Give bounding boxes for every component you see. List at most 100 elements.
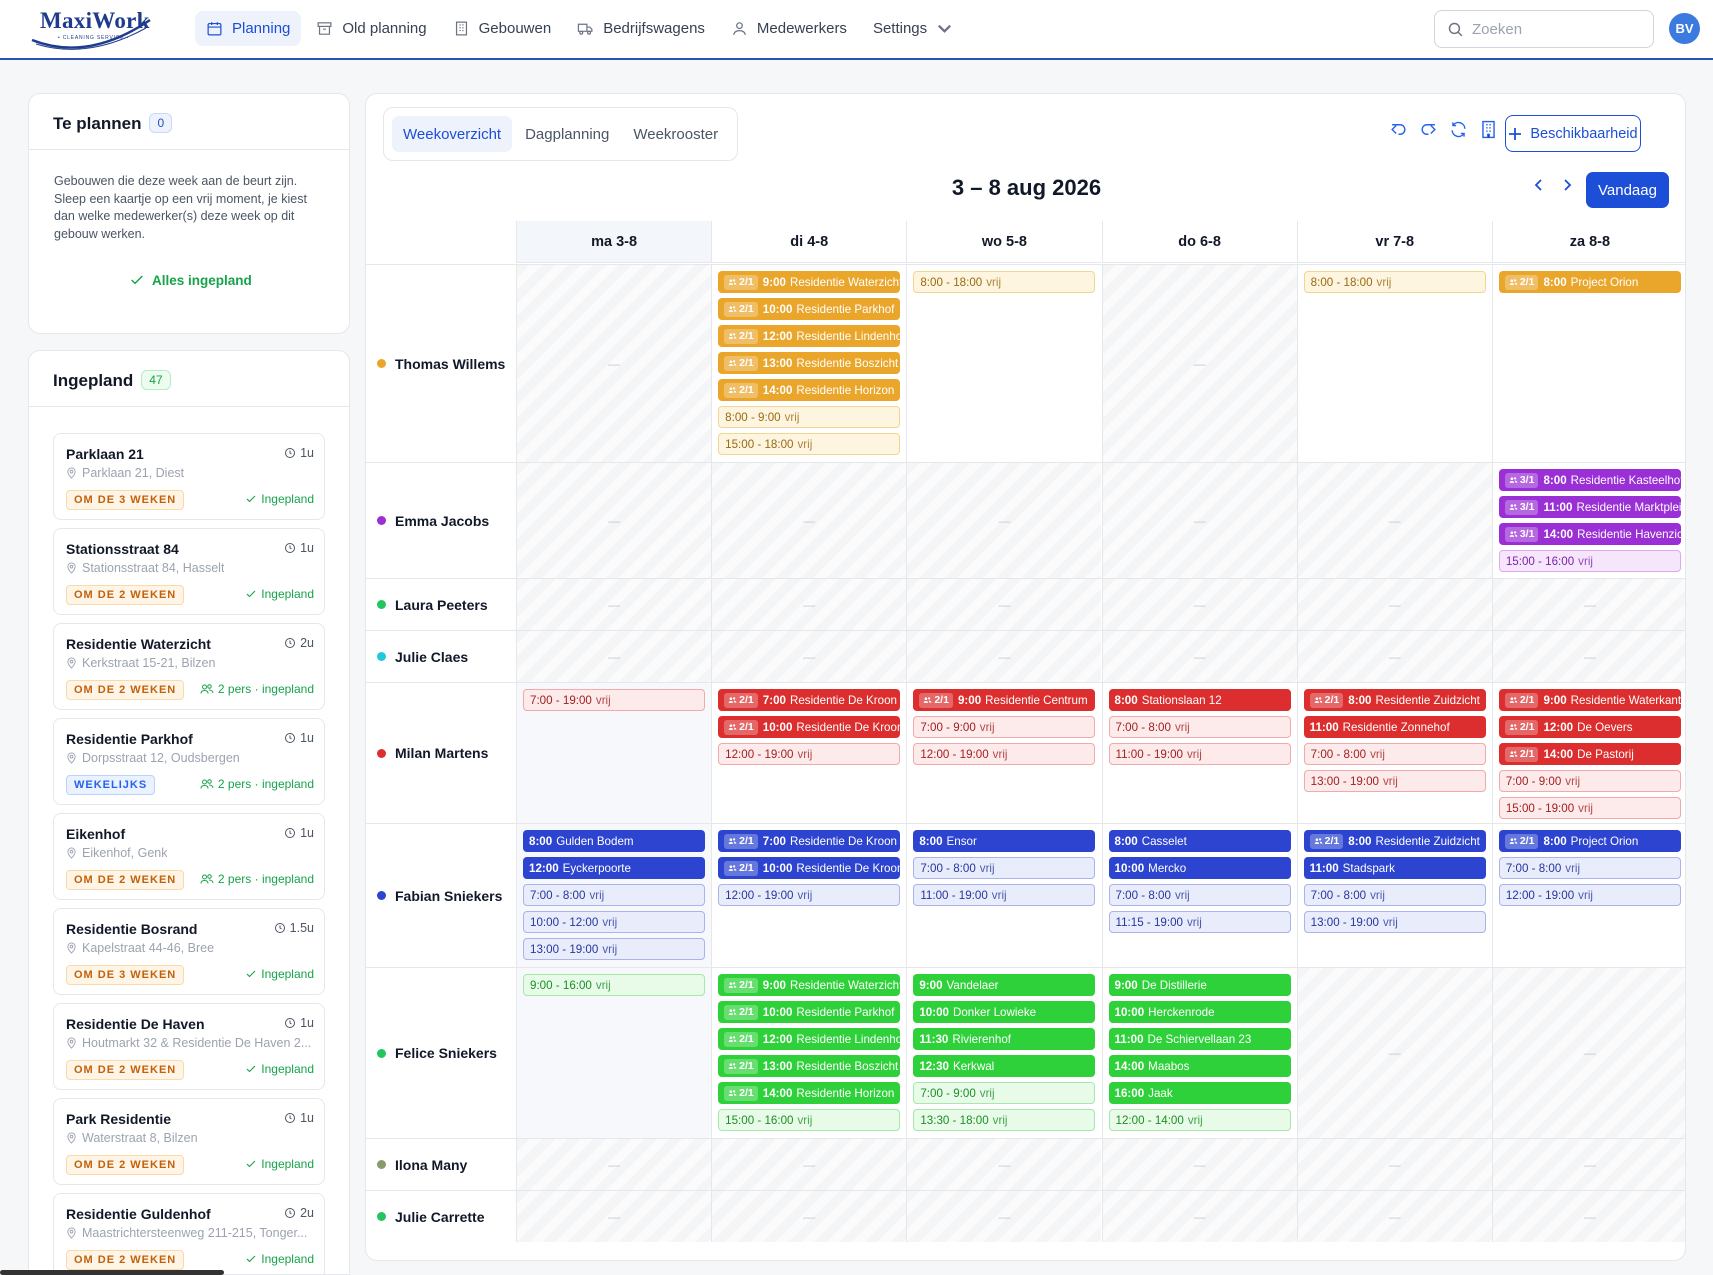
schedule-cell[interactable]: —: [1491, 631, 1685, 682]
schedule-cell[interactable]: —: [1296, 463, 1492, 578]
building-card[interactable]: Residentie Waterzicht 2u Kerkstraat 15-21,…: [53, 623, 325, 710]
free-slot[interactable]: 12:00 - 19:00 vrij: [1498, 884, 1681, 906]
assignment-block[interactable]: 2/1 14:00 Residentie Horizon: [718, 1082, 901, 1104]
free-slot[interactable]: 7:00 - 9:00 vrij: [913, 1082, 1096, 1104]
free-slot[interactable]: 13:00 - 19:00 vrij: [1303, 911, 1486, 933]
schedule-cell[interactable]: —: [1296, 968, 1492, 1138]
free-slot[interactable]: 9:00 - 16:00 vrij: [523, 974, 706, 996]
schedule-cell[interactable]: —: [1491, 1191, 1685, 1242]
assignment-block[interactable]: 2/1 7:00 Residentie De Kroon: [718, 689, 901, 711]
free-slot[interactable]: 7:00 - 8:00 vrij: [1498, 857, 1681, 879]
assignment-block[interactable]: 3/1 11:00 Residentie Marktplein: [1498, 496, 1681, 518]
assignment-block[interactable]: 10:00 Donker Lowieke: [913, 1001, 1096, 1023]
schedule-cell[interactable]: —: [711, 1191, 907, 1242]
horizontal-scrollbar[interactable]: [0, 1270, 224, 1275]
schedule-cell[interactable]: —: [516, 579, 712, 630]
schedule-cell[interactable]: —: [711, 631, 907, 682]
assignment-block[interactable]: 2/1 14:00 De Pastorij: [1498, 743, 1681, 765]
schedule-cell[interactable]: —: [711, 579, 907, 630]
schedule-cell[interactable]: 7:00 - 19:00 vrij: [516, 683, 712, 823]
schedule-cell[interactable]: —: [1296, 1139, 1492, 1190]
free-slot[interactable]: 10:00 - 12:00 vrij: [523, 911, 706, 933]
assignment-block[interactable]: 2/1 8:00 Residentie Zuidzicht: [1303, 689, 1486, 711]
assignment-block[interactable]: 11:00 Residentie Zonnehof: [1303, 716, 1486, 738]
schedule-cell[interactable]: 8:00 - 18:00 vrij: [1296, 265, 1492, 462]
user-avatar[interactable]: BV: [1669, 13, 1700, 44]
schedule-cell[interactable]: —: [516, 463, 712, 578]
schedule-cell[interactable]: 2/1 8:00 Residentie Zuidzicht 11:00 Resident…: [1296, 683, 1492, 823]
assignment-block[interactable]: 2/1 10:00 Residentie Parkhof: [718, 1001, 901, 1023]
schedule-cell[interactable]: 2/1 8:00 Residentie Zuidzicht 11:00 Stadspar…: [1296, 824, 1492, 967]
nav-item-medewerkers[interactable]: Medewerkers: [720, 11, 858, 46]
assignment-block[interactable]: 2/1 12:00 Residentie Lindenhof: [718, 1028, 901, 1050]
schedule-cell[interactable]: —: [516, 631, 712, 682]
refresh-button[interactable]: [1447, 118, 1469, 140]
schedule-cell[interactable]: —: [906, 463, 1102, 578]
schedule-cell[interactable]: —: [516, 265, 712, 462]
schedule-cell[interactable]: 8:00 - 18:00 vrij: [906, 265, 1101, 462]
search-box[interactable]: [1434, 10, 1654, 48]
building-card[interactable]: Residentie Parkhof 1u Dorpsstraat 12, Ouds…: [53, 718, 325, 805]
schedule-cell[interactable]: 9:00 Vandelaer 10:00 Donker Lowieke 11:30 Riv…: [906, 968, 1101, 1138]
assignment-block[interactable]: 16:00 Jaak: [1108, 1082, 1291, 1104]
free-slot[interactable]: 12:00 - 19:00 vrij: [718, 743, 901, 765]
assignment-block[interactable]: 2/1 12:00 De Oevers: [1498, 716, 1681, 738]
assignment-block[interactable]: 2/1 7:00 Residentie De Kroon: [718, 830, 901, 852]
schedule-cell[interactable]: —: [1491, 1139, 1685, 1190]
schedule-cell[interactable]: —: [1101, 1191, 1297, 1242]
schedule-cell[interactable]: —: [1296, 631, 1492, 682]
search-input[interactable]: [1472, 20, 1642, 38]
assignment-block[interactable]: 14:00 Maabos: [1108, 1055, 1291, 1077]
assignment-block[interactable]: 12:00 Eyckerpoorte: [523, 857, 706, 879]
nav-item-planning[interactable]: Planning: [195, 11, 302, 46]
schedule-cell[interactable]: —: [516, 1191, 712, 1242]
assignment-block[interactable]: 2/1 10:00 Residentie De Kroon: [718, 716, 901, 738]
building-card[interactable]: Park Residentie 1u Waterstraat 8, Bilzen OM…: [53, 1098, 325, 1185]
nav-item-old-planning[interactable]: Old planning: [305, 11, 437, 46]
today-button[interactable]: Vandaag: [1586, 172, 1669, 208]
employee-name-cell[interactable]: Julie Claes: [366, 631, 516, 682]
maxiwork-logo[interactable]: MaxiWork • CLEANING SERVICE •: [28, 6, 154, 52]
assignment-block[interactable]: 10:00 Mercko: [1108, 857, 1291, 879]
building-card[interactable]: Residentie Guldenhof 2u Maastrichtersteenw…: [53, 1193, 325, 1274]
free-slot[interactable]: 7:00 - 8:00 vrij: [913, 857, 1096, 879]
tab-weekoverzicht[interactable]: Weekoverzicht: [392, 116, 513, 152]
schedule-cell[interactable]: 2/1 9:00 Residentie Centrum 7:00 - 9:00 vrij…: [906, 683, 1101, 823]
availability-button[interactable]: Beschikbaarheid: [1505, 115, 1641, 152]
free-slot[interactable]: 7:00 - 8:00 vrij: [1303, 743, 1486, 765]
building-card[interactable]: Parklaan 21 1u Parklaan 21, Diest OM DE 3 W…: [53, 433, 325, 520]
schedule-cell[interactable]: 8:00 Stationslaan 12 7:00 - 8:00 vrij 11:00 …: [1101, 683, 1297, 823]
schedule-cell[interactable]: —: [906, 579, 1102, 630]
schedule-cell[interactable]: 8:00 Casselet 10:00 Mercko 7:00 - 8:00 vrij 11…: [1101, 824, 1297, 967]
free-slot[interactable]: 15:00 - 16:00 vrij: [1498, 550, 1681, 572]
free-slot[interactable]: 12:00 - 14:00 vrij: [1108, 1109, 1291, 1131]
free-slot[interactable]: 15:00 - 18:00 vrij: [718, 433, 901, 455]
employee-name-cell[interactable]: Ilona Many: [366, 1139, 516, 1190]
free-slot[interactable]: 7:00 - 8:00 vrij: [1108, 716, 1291, 738]
assignment-block[interactable]: 2/1 10:00 Residentie De Kroon: [718, 857, 901, 879]
assignment-block[interactable]: 8:00 Stationslaan 12: [1108, 689, 1291, 711]
tab-weekrooster[interactable]: Weekrooster: [633, 125, 719, 143]
schedule-cell[interactable]: —: [1101, 1139, 1297, 1190]
free-slot[interactable]: 7:00 - 8:00 vrij: [523, 884, 706, 906]
next-week-button[interactable]: [1556, 174, 1578, 196]
assignment-block[interactable]: 2/1 8:00 Residentie Zuidzicht: [1303, 830, 1486, 852]
free-slot[interactable]: 12:00 - 19:00 vrij: [718, 884, 901, 906]
building-card[interactable]: Stationsstraat 84 1u Stationsstraat 84, Ha…: [53, 528, 325, 615]
schedule-cell[interactable]: 2/1 7:00 Residentie De Kroon 2/1 10:00 Reside…: [711, 824, 906, 967]
schedule-cell[interactable]: 2/1 7:00 Residentie De Kroon 2/1 10:00 Reside…: [711, 683, 906, 823]
assignment-block[interactable]: 8:00 Ensor: [913, 830, 1096, 852]
free-slot[interactable]: 12:00 - 19:00 vrij: [913, 743, 1096, 765]
free-slot[interactable]: 8:00 - 9:00 vrij: [718, 406, 901, 428]
previous-week-button[interactable]: [1528, 174, 1550, 196]
assignment-block[interactable]: 2/1 9:00 Residentie Waterzicht: [718, 271, 901, 293]
buildings-button[interactable]: [1477, 118, 1499, 140]
assignment-block[interactable]: 9:00 Vandelaer: [913, 974, 1096, 996]
schedule-cell[interactable]: 9:00 - 16:00 vrij: [516, 968, 712, 1138]
schedule-cell[interactable]: —: [1101, 463, 1297, 578]
schedule-cell[interactable]: —: [906, 631, 1102, 682]
schedule-cell[interactable]: —: [1101, 631, 1297, 682]
assignment-block[interactable]: 2/1 10:00 Residentie Parkhof: [718, 298, 901, 320]
assignment-block[interactable]: 11:30 Rivierenhof: [913, 1028, 1096, 1050]
free-slot[interactable]: 8:00 - 18:00 vrij: [913, 271, 1096, 293]
